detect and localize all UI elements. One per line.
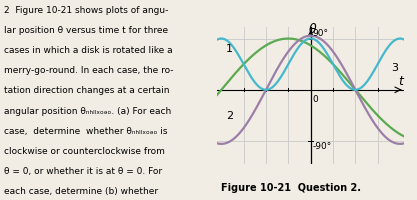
Text: angular position θₙₕₗₗₓₒₔₒ. (a) For each: angular position θₙₕₗₗₓₒₔₒ. (a) For each [4,106,171,115]
Text: 2: 2 [226,111,233,121]
Text: Figure 10-21  Question 2.: Figure 10-21 Question 2. [221,182,361,192]
Text: 2  Figure 10-21 shows plots of angu-: 2 Figure 10-21 shows plots of angu- [4,6,168,15]
Text: each case, determine (b) whether: each case, determine (b) whether [4,186,158,195]
Text: θ = 0, or whether it is at θ = 0. For: θ = 0, or whether it is at θ = 0. For [4,166,162,175]
Text: 3: 3 [391,63,398,72]
Text: lar position θ versus time t for three: lar position θ versus time t for three [4,26,168,35]
Text: 0: 0 [312,95,318,104]
Text: case,  determine  whether θₙₕₗₗₓₒₔₒ is: case, determine whether θₙₕₗₗₓₒₔₒ is [4,126,168,135]
Text: tation direction changes at a certain: tation direction changes at a certain [4,86,170,95]
Text: merry-go-round. In each case, the ro-: merry-go-round. In each case, the ro- [4,66,173,75]
Text: cases in which a disk is rotated like a: cases in which a disk is rotated like a [4,46,173,55]
Text: 90°: 90° [312,29,328,38]
Text: t: t [399,75,403,88]
Text: -90°: -90° [312,141,332,150]
Text: θ: θ [309,23,317,36]
Text: 1: 1 [226,44,233,54]
Text: clockwise or counterclockwise from: clockwise or counterclockwise from [4,146,165,155]
